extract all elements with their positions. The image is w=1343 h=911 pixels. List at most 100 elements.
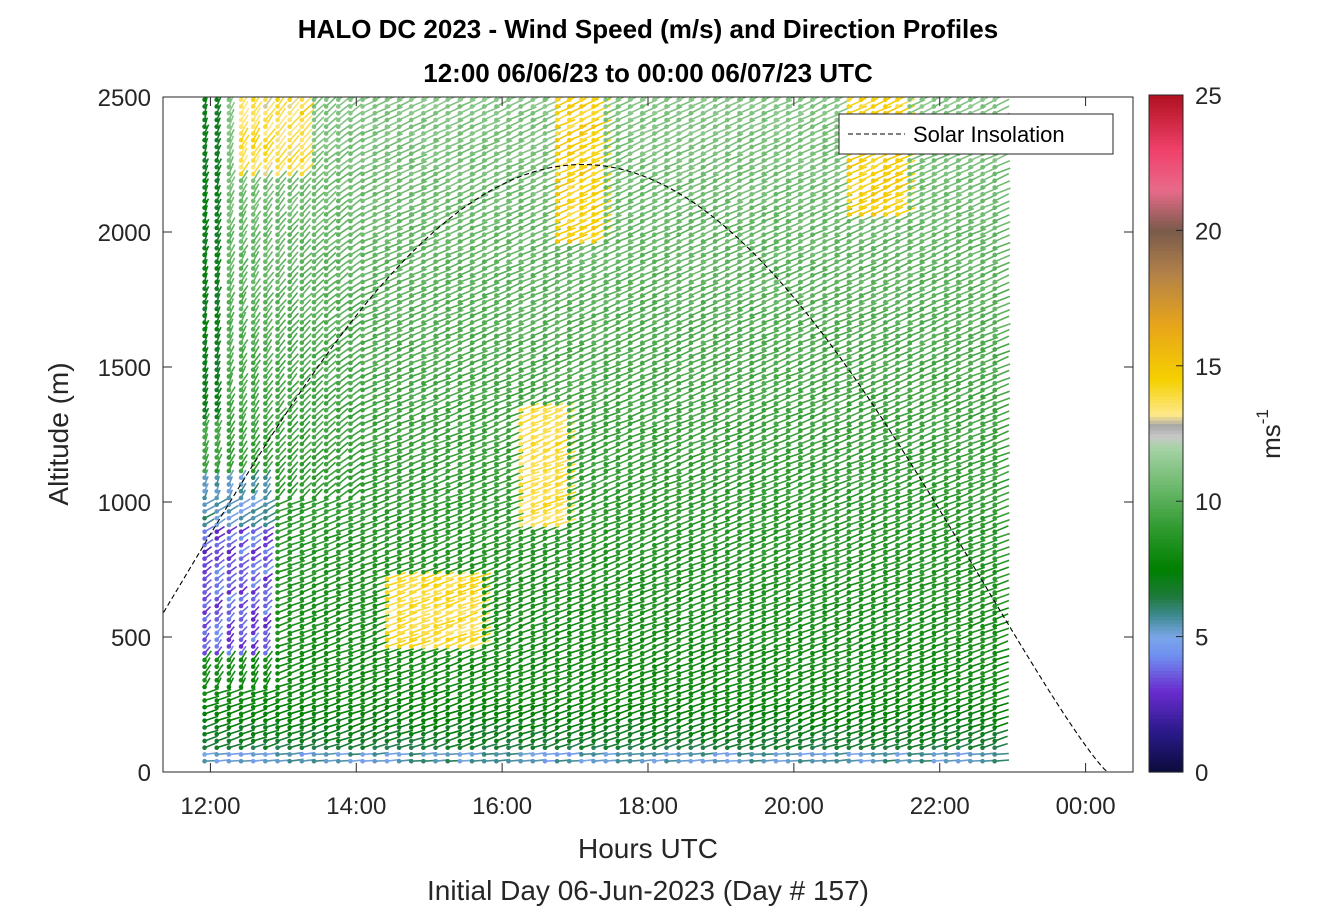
wind-barb-dot — [348, 509, 353, 514]
wind-barb — [289, 498, 305, 506]
wind-barb — [277, 708, 292, 715]
wind-barb-dot — [384, 286, 390, 292]
wind-barb — [435, 715, 450, 722]
wind-barb-dot — [250, 461, 256, 467]
wind-barb-dot — [506, 684, 511, 690]
wind-barb-dot — [348, 718, 353, 723]
wind-barb — [423, 437, 439, 445]
wind-barb-dot — [311, 158, 317, 163]
wind-barb-dot — [226, 448, 232, 454]
wind-barb — [349, 265, 363, 276]
wind-barb-dot — [408, 340, 414, 346]
wind-barb-dot — [469, 738, 475, 744]
wind-barb-dot — [421, 326, 426, 332]
wind-barb-dot — [396, 394, 402, 400]
wind-barb — [423, 485, 439, 492]
wind-barb-dot — [421, 286, 426, 292]
wind-barb-dot — [263, 529, 268, 534]
wind-barb-dot — [384, 232, 390, 237]
wind-barb-dot — [275, 232, 280, 237]
wind-barb-dot — [457, 630, 463, 636]
wind-barb-dot — [263, 428, 268, 433]
wind-barb-dot — [408, 185, 414, 190]
wind-barb-dot — [481, 326, 487, 332]
wind-barb-dot — [238, 414, 244, 420]
wind-barb-dot — [263, 745, 268, 750]
wind-barb-dot — [202, 394, 207, 400]
wind-barb — [325, 701, 340, 708]
wind-barb-dot — [226, 394, 232, 400]
wind-barb — [289, 674, 304, 681]
wind-barb — [362, 653, 377, 661]
wind-barb-dot — [445, 610, 450, 615]
wind-barb-dot — [494, 313, 499, 319]
wind-barb-dot — [481, 124, 487, 129]
wind-barb-dot — [226, 657, 232, 663]
wind-barb — [362, 613, 378, 621]
wind-barb — [337, 626, 353, 634]
wind-barb-dot — [263, 407, 268, 413]
wind-barb-dot — [372, 677, 378, 683]
wind-barb-dot — [408, 97, 414, 102]
wind-barb-dot — [348, 380, 353, 386]
wind-barb — [325, 380, 338, 391]
wind-barb-dot — [238, 644, 244, 649]
wind-barb-dot — [202, 752, 207, 757]
wind-barb — [374, 714, 388, 722]
wind-barb-dot — [275, 731, 280, 737]
wind-barb — [204, 695, 220, 702]
wind-barb — [301, 599, 316, 607]
wind-barb — [277, 674, 292, 681]
wind-barb-dot — [263, 596, 268, 602]
wind-barb-dot — [433, 488, 438, 494]
wind-barb-dot — [469, 272, 475, 278]
wind-barb-dot — [323, 698, 329, 703]
wind-barb — [386, 451, 403, 459]
wind-barb-dot — [250, 691, 256, 696]
wind-barb-dot — [214, 306, 220, 312]
wind-barb-dot — [421, 576, 426, 582]
wind-barb-dot — [481, 218, 487, 224]
wind-barb — [337, 333, 351, 344]
wind-barb-dot — [311, 421, 317, 427]
wind-barb-dot — [396, 286, 402, 292]
wind-barb-dot — [457, 387, 463, 393]
wind-barb-dot — [299, 259, 305, 265]
wind-barb-dot — [421, 279, 426, 285]
wind-barb-dot — [433, 650, 438, 656]
wind-barb — [301, 135, 312, 148]
wind-barb-dot — [445, 434, 450, 440]
wind-barb-dot — [433, 583, 438, 588]
wind-barb-dot — [287, 482, 292, 487]
wind-barb-dot — [408, 596, 414, 602]
wind-barb-dot — [372, 698, 378, 703]
wind-barb-dot — [494, 698, 499, 703]
wind-barb-dot — [408, 536, 414, 541]
wind-barb-dot — [287, 731, 292, 737]
wind-barb — [435, 584, 454, 594]
wind-barb-dot — [457, 374, 463, 379]
wind-barb-dot — [421, 299, 426, 305]
wind-barb-dot — [335, 677, 341, 683]
wind-barb-dot — [494, 677, 499, 683]
wind-barb-dot — [348, 347, 353, 352]
wind-barb-dot — [287, 644, 292, 649]
wind-barb — [301, 715, 316, 722]
wind-barb-dot — [323, 428, 329, 433]
wind-barb-dot — [335, 144, 341, 150]
wind-barb-dot — [384, 266, 390, 271]
wind-barb-dot — [481, 380, 487, 386]
wind-barb — [350, 600, 366, 607]
wind-barb — [423, 539, 439, 546]
wind-barb-dot — [384, 151, 390, 156]
wind-barb-dot — [384, 137, 390, 143]
wind-barb-dot — [408, 704, 414, 710]
wind-barb-dot — [457, 367, 463, 373]
wind-barb-dot — [372, 657, 378, 663]
wind-barb-dot — [287, 502, 292, 508]
wind-barb-dot — [396, 610, 402, 615]
wind-barb-dot — [421, 468, 426, 474]
wind-barb — [325, 151, 339, 162]
wind-barb-dot — [238, 522, 244, 528]
wind-barb-dot — [287, 434, 292, 440]
